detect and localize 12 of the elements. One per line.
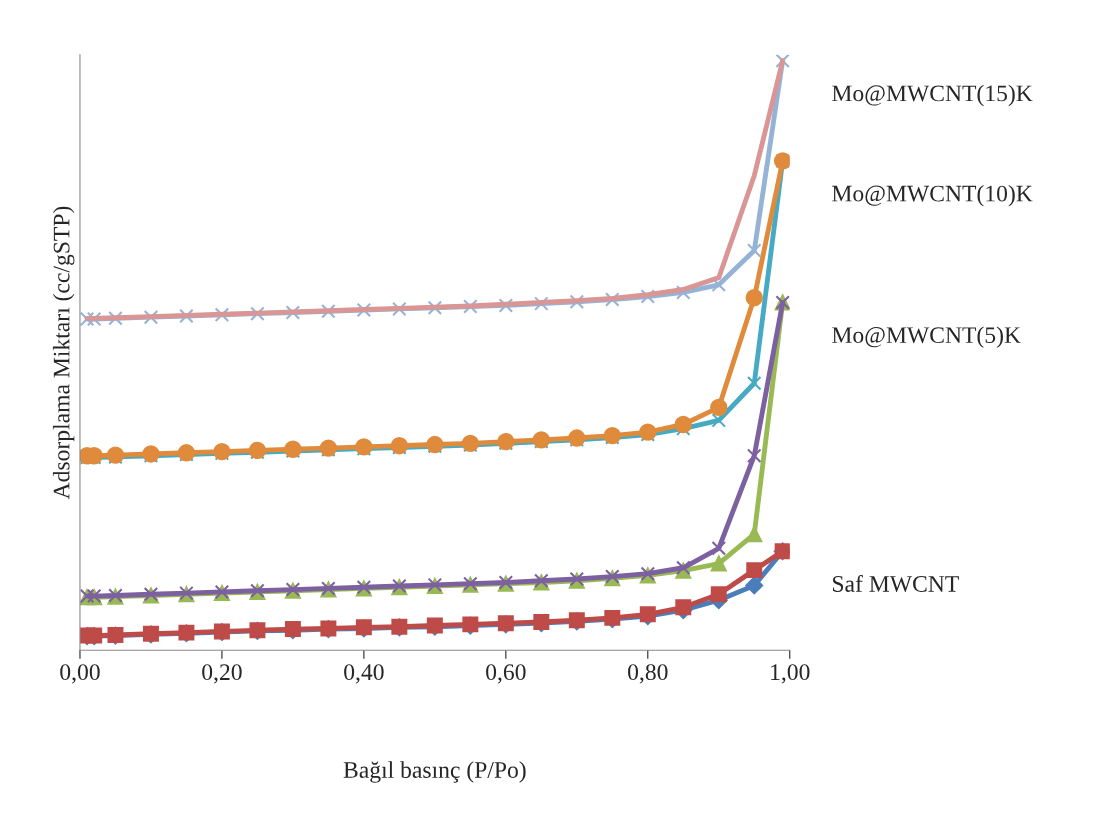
text: Mo@MWCNT(10)K: [832, 184, 1033, 207]
x-tick-label: 0,80: [628, 664, 668, 684]
y-axis-title: Adsorplama Miktarı (cc/gSTP): [52, 206, 75, 500]
x-tick-label: 0,60: [486, 664, 526, 684]
series-label: Mo@MWCNT(5)K: [832, 326, 1021, 348]
x-tick-label: 0,40: [344, 664, 384, 684]
x-tick-label: 0,00: [60, 664, 100, 684]
text: Saf MWCNT: [832, 575, 959, 593]
text: Mo@MWCNT(15)K: [832, 84, 1033, 107]
x-tick-label: 0,20: [202, 664, 242, 684]
x-tick-label: 1,00: [771, 664, 810, 684]
x-axis-title: Bağıl basınç (P/Po): [343, 761, 526, 783]
